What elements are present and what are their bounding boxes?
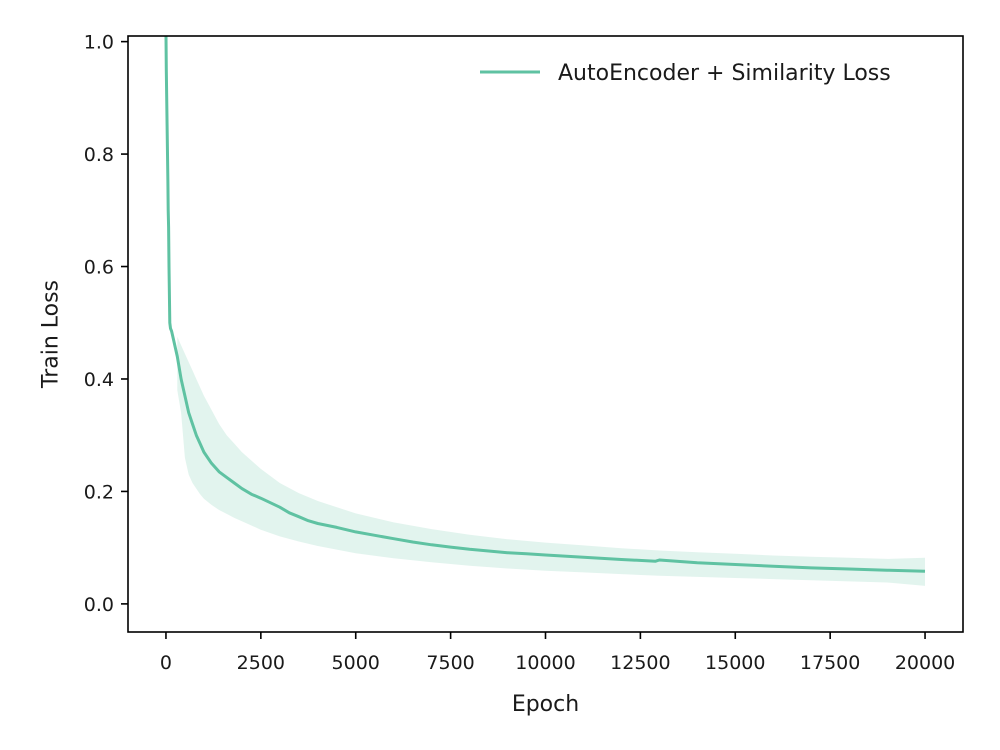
legend-label: AutoEncoder + Similarity Loss xyxy=(558,61,891,86)
x-tick-label: 7500 xyxy=(426,652,474,674)
x-tick-label: 15000 xyxy=(705,652,765,674)
y-tick-label: 0.4 xyxy=(84,369,114,391)
y-tick-label: 0.0 xyxy=(84,594,114,616)
x-tick-label: 2500 xyxy=(237,652,285,674)
x-tick-label: 0 xyxy=(160,652,172,674)
confidence-band-layer xyxy=(177,336,926,586)
y-axis-ticks: 0.0 0.2 0.4 0.6 0.8 1.0 xyxy=(84,32,128,616)
series-line xyxy=(164,35,926,573)
y-tick-label: 1.0 xyxy=(84,32,114,54)
x-tick-label: 10000 xyxy=(515,652,575,674)
x-axis-ticks: 0 2500 5000 7500 10000 12500 15000 17500 20000 xyxy=(160,632,955,674)
x-tick-label: 5000 xyxy=(332,652,380,674)
x-tick-label: 20000 xyxy=(895,652,955,674)
y-tick-label: 0.2 xyxy=(84,481,114,503)
x-tick-label: 12500 xyxy=(610,652,670,674)
y-tick-label: 0.8 xyxy=(84,144,114,166)
y-tick-label: 0.6 xyxy=(84,257,114,279)
legend: AutoEncoder + Similarity Loss xyxy=(480,61,891,86)
series-line-layer xyxy=(164,35,926,573)
x-axis-label: Epoch xyxy=(512,692,579,717)
series-band xyxy=(177,336,926,586)
y-axis-label: Train Loss xyxy=(39,280,64,389)
x-tick-label: 17500 xyxy=(800,652,860,674)
